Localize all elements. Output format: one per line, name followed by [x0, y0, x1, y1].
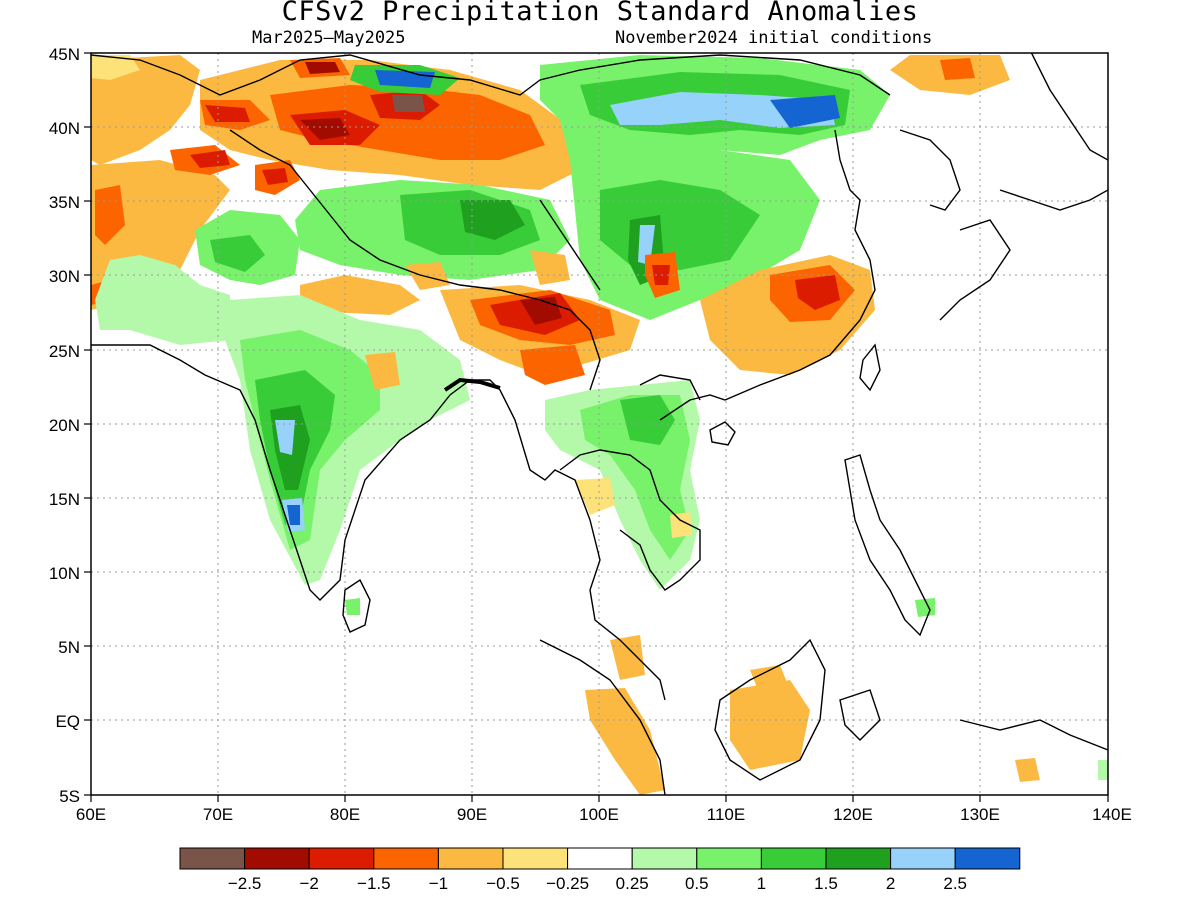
anomaly-region — [91, 55, 200, 165]
legend-swatch — [631, 847, 698, 870]
legend-swatch — [890, 847, 956, 870]
lon-label: 70E — [203, 805, 233, 824]
anomaly-region — [405, 262, 450, 290]
legend-swatch — [760, 847, 827, 870]
legend-swatch — [179, 847, 246, 870]
legend-swatch — [373, 847, 439, 870]
latitude-labels: 45N 40N 35N 30N 25N 20N 15N 10N 5N EQ 5S — [49, 45, 80, 806]
lon-label: 120E — [833, 805, 873, 824]
legend-label: −2.5 — [228, 874, 262, 893]
legend-label: 0.5 — [685, 874, 709, 893]
tick-marks — [84, 52, 1109, 802]
color-legend: −2.5 −2 −1.5 −1 −0.5 −0.25 0.25 0.5 1 1.5 2 2.5 — [179, 847, 1021, 893]
legend-swatch — [825, 847, 892, 870]
anomaly-region — [262, 168, 288, 185]
legend-label: 0.25 — [616, 874, 649, 893]
anomaly-region — [91, 55, 140, 80]
lon-label: 130E — [960, 805, 1000, 824]
lon-label: 80E — [330, 805, 360, 824]
anomaly-region — [610, 635, 645, 680]
anomaly-region — [287, 505, 300, 525]
lat-label: 40N — [49, 119, 80, 138]
anomaly-region — [750, 665, 790, 695]
lon-label: 60E — [76, 805, 106, 824]
legend-swatch — [308, 847, 375, 870]
lat-label: 25N — [49, 342, 80, 361]
lon-label: 90E — [457, 805, 487, 824]
anomaly-field — [91, 55, 1108, 795]
legend-labels: −2.5 −2 −1.5 −1 −0.5 −0.25 0.25 0.5 1 1.5 2 2.5 — [228, 874, 967, 893]
lon-label: 100E — [579, 805, 619, 824]
anomaly-region — [770, 95, 840, 128]
legend-swatch — [502, 847, 569, 870]
anomaly-region — [392, 95, 425, 112]
legend-swatch — [696, 847, 762, 870]
legend-swatch — [437, 847, 504, 870]
anomaly-region — [305, 62, 340, 74]
anomaly-region — [940, 58, 975, 80]
anomaly-region — [795, 275, 840, 310]
anomaly-region — [275, 420, 295, 455]
legend-label: −0.25 — [546, 874, 589, 893]
legend-label: 1.5 — [814, 874, 838, 893]
anomaly-region — [460, 200, 525, 240]
anomaly-region — [205, 105, 250, 122]
anomaly-region — [530, 250, 570, 285]
legend-label: −2 — [300, 874, 319, 893]
anomaly-region — [300, 275, 420, 315]
anomaly-region — [1098, 760, 1108, 780]
anomaly-region — [95, 255, 230, 345]
legend-label: 2.5 — [943, 874, 967, 893]
anomaly-region — [95, 185, 125, 245]
lon-label: 140E — [1092, 805, 1132, 824]
lat-label: 5N — [58, 638, 80, 657]
legend-label: 2 — [886, 874, 895, 893]
anomaly-region — [190, 150, 230, 168]
anomaly-region — [730, 680, 810, 770]
map-title: CFSv2 Precipitation Standard Anomalies — [281, 0, 919, 27]
lat-label: 5S — [59, 787, 80, 806]
lat-label: 45N — [49, 45, 80, 64]
anomaly-region — [210, 235, 265, 272]
lat-label: 15N — [49, 490, 80, 509]
lat-label: 35N — [49, 193, 80, 212]
lat-label: 10N — [49, 564, 80, 583]
legend-swatch — [954, 847, 1021, 870]
initial-conditions: November2024 initial conditions — [615, 28, 933, 48]
gridlines — [91, 53, 1108, 795]
longitude-labels: 60E 70E 80E 90E 100E 110E 120E 130E 140E — [76, 805, 1132, 824]
anomaly-region — [575, 478, 615, 515]
anomaly-region — [300, 118, 350, 140]
legend-swatch — [244, 847, 310, 870]
anomaly-region — [520, 345, 585, 385]
anomaly-region — [670, 512, 692, 538]
lat-label: EQ — [55, 712, 80, 731]
legend-label: 1 — [757, 874, 766, 893]
lon-label: 110E — [707, 805, 745, 824]
anomaly-region — [915, 598, 935, 617]
anomaly-region — [345, 598, 360, 615]
legend-swatches — [179, 847, 1021, 870]
anomaly-region — [585, 688, 665, 795]
coastlines — [91, 53, 1108, 795]
anomaly-region — [365, 352, 400, 390]
lat-label: 20N — [49, 416, 80, 435]
anomaly-region — [620, 395, 675, 445]
legend-label: −0.5 — [486, 874, 520, 893]
legend-label: −1 — [429, 874, 448, 893]
legend-label: −1.5 — [357, 874, 391, 893]
legend-swatch — [567, 847, 633, 870]
lat-label: 30N — [49, 267, 80, 286]
anomaly-region — [1015, 758, 1040, 782]
forecast-period: Mar2025–May2025 — [252, 28, 406, 48]
